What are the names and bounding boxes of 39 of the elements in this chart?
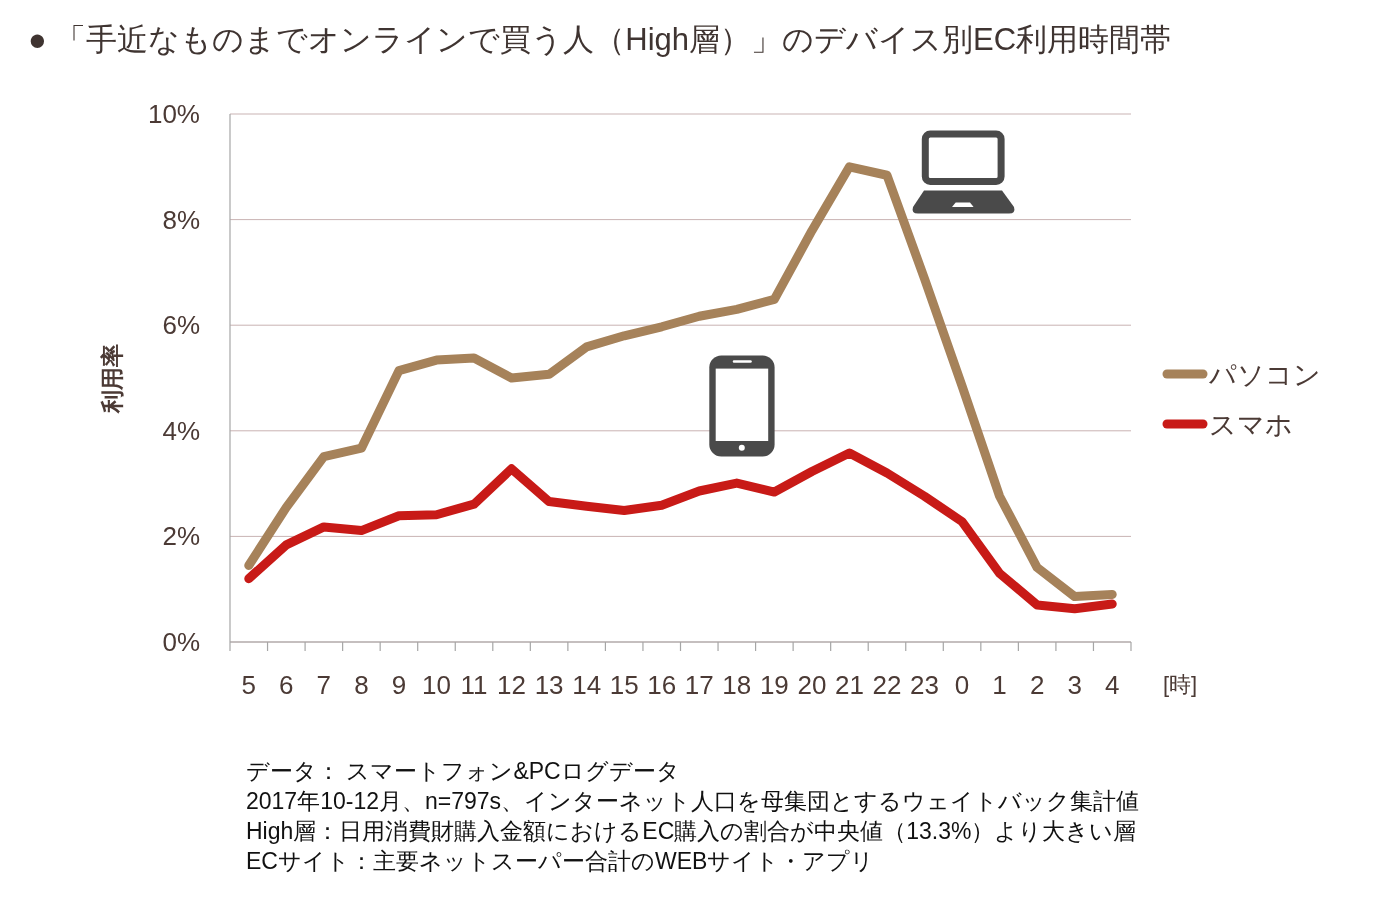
x-tick-label: 12 (497, 670, 527, 700)
y-tick-label: 6% (162, 310, 200, 341)
x-tick-label: 10 (422, 670, 451, 700)
x-tick-label: 7 (316, 670, 332, 700)
y-tick-label: 2% (162, 521, 200, 552)
x-tick-label: 16 (647, 670, 677, 700)
text: High層：日用消費財購入金額におけるEC購入の割合が中央値（13.3%）より大きい層 (246, 818, 1137, 844)
x-tick-label: 11 (460, 670, 488, 700)
y-axis-title: 利用率 (99, 343, 125, 414)
x-tick-label: 5 (241, 670, 257, 700)
x-tick-label: 18 (722, 670, 752, 700)
text: データ： スマートフォン&PCログデータ (246, 758, 680, 784)
x-tick-label: 19 (759, 670, 789, 700)
x-tick-label: 6 (279, 670, 294, 700)
x-tick-label: 15 (609, 670, 639, 700)
x-tick-label: 9 (391, 670, 407, 700)
legend-label: スマホ (1209, 410, 1293, 440)
text: ECサイト：主要ネットスーパー合計のWEBサイト・アプリ (246, 848, 875, 874)
chart-title: ● 「手近なものまでオンラインで買う人（High層）」のデバイス別EC利用時間帯 (28, 22, 1172, 57)
x-tick-label: 2 (1029, 670, 1045, 700)
legend-label: パソコン (1208, 360, 1321, 390)
y-tick-label: 8% (162, 204, 200, 235)
x-tick-label: 1 (992, 670, 1007, 700)
x-tick-label: 17 (684, 670, 714, 700)
x-tick-label: 14 (572, 670, 602, 700)
x-tick-label: 22 (872, 670, 902, 700)
y-tick-label: 10% (147, 99, 200, 129)
x-tick-label: 3 (1067, 670, 1082, 700)
x-tick-label: 23 (910, 670, 939, 700)
y-tick-label: 0% (162, 627, 200, 657)
x-tick-label: 4 (1104, 670, 1120, 700)
x-tick-label: 21 (834, 670, 864, 700)
text: 2017年10-12月、n=797s、インターネット人口を母集団とするウェイトバック集計値 (246, 788, 1140, 814)
x-axis-title: [時] (1163, 672, 1198, 697)
x-tick-label: 20 (797, 670, 827, 700)
x-tick-label: 13 (534, 670, 564, 700)
x-tick-label: 8 (354, 670, 369, 700)
y-tick-label: 4% (162, 415, 200, 446)
x-tick-label: 0 (954, 670, 970, 700)
